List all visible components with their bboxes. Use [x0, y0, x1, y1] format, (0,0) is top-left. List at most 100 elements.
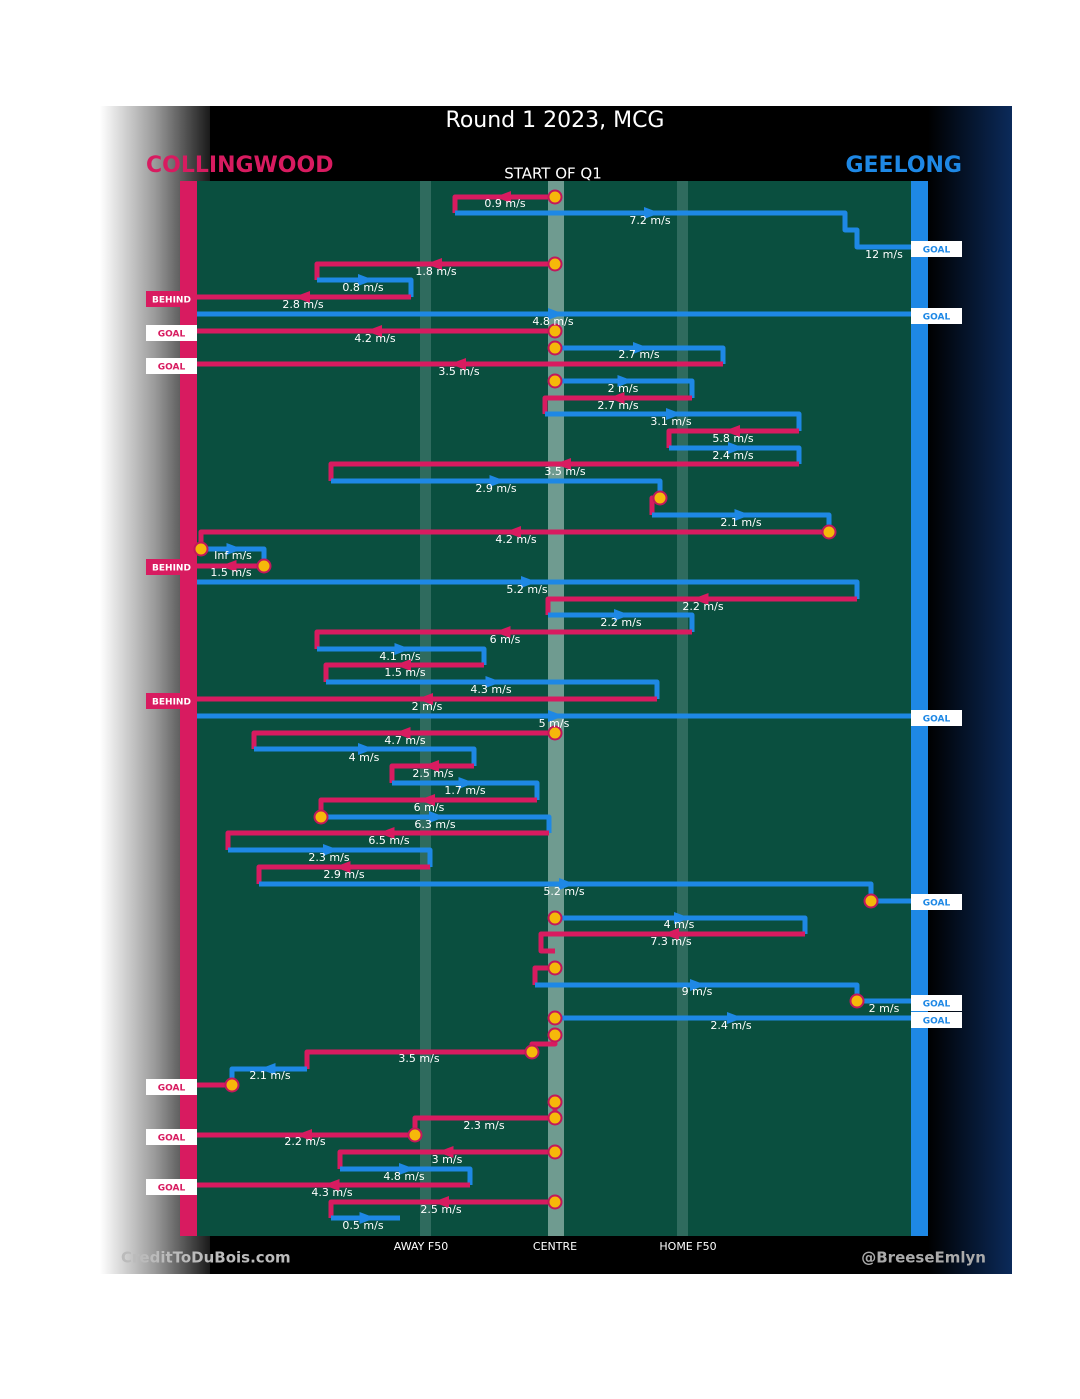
possession-path — [314, 261, 555, 280]
direction-arrow — [429, 811, 445, 823]
direction-arrow — [559, 878, 575, 890]
speed-label: 2.9 m/s — [323, 868, 364, 881]
speed-label: 4.3 m/s — [311, 1186, 352, 1199]
direction-arrow — [226, 543, 243, 555]
direction-arrow — [450, 358, 466, 370]
speed-label: 7.3 m/s — [650, 935, 691, 948]
credit: CreditToDuBois.com — [121, 1249, 291, 1267]
possession-path — [328, 461, 799, 481]
outcome-box — [146, 291, 197, 307]
outcome-box — [146, 358, 197, 374]
speed-label: 2.2 m/s — [682, 600, 723, 613]
stoppage — [863, 893, 879, 909]
possession-path — [317, 646, 487, 665]
direction-arrow — [734, 509, 751, 521]
speed-label: 4.3 m/s — [470, 683, 511, 696]
direction-arrow — [394, 727, 411, 739]
away-team: GEELONG — [845, 153, 962, 178]
direction-arrow — [617, 375, 634, 387]
field-label: AWAY F50 — [394, 1240, 448, 1253]
outcome-label: GOAL — [158, 330, 186, 340]
direction-arrow — [358, 274, 374, 286]
direction-arrow — [220, 560, 237, 572]
possession-path — [555, 345, 726, 364]
outcome-box — [146, 1179, 197, 1195]
possession-path — [317, 277, 414, 297]
possession-path — [389, 763, 474, 783]
speed-label: 7.2 m/s — [629, 214, 670, 227]
outcome-box — [911, 308, 962, 324]
speed-label: 9 m/s — [682, 985, 713, 998]
possession-path — [340, 1166, 473, 1185]
speed-label: 2.8 m/s — [282, 298, 323, 311]
outcome-label: GOAL — [923, 1017, 951, 1027]
outcome-box — [146, 1129, 197, 1145]
outcome-box — [146, 693, 197, 709]
outcome-label: GOAL — [923, 899, 951, 909]
possession-path — [412, 1102, 558, 1135]
direction-arrow — [608, 392, 625, 404]
speed-label: 6 m/s — [490, 633, 521, 646]
speed-label: 2.1 m/s — [720, 516, 761, 529]
outcome-label: GOAL — [923, 715, 951, 725]
speed-label: 2 m/s — [869, 1002, 900, 1015]
direction-arrow — [690, 979, 706, 991]
speed-label: 6.3 m/s — [414, 818, 455, 831]
stoppage — [821, 524, 837, 540]
stoppage — [547, 1094, 563, 1110]
speed-label: 4.8 m/s — [383, 1170, 424, 1183]
speed-label: 1.8 m/s — [415, 265, 456, 278]
stoppage — [193, 541, 209, 557]
speed-label: 3.5 m/s — [544, 465, 585, 478]
stoppage — [313, 809, 329, 825]
direction-arrow — [555, 458, 571, 470]
stoppage — [652, 490, 668, 506]
direction-arrow — [494, 626, 511, 638]
direction-arrow — [521, 576, 537, 588]
speed-label: 0.9 m/s — [484, 197, 525, 210]
speed-label: 0.5 m/s — [342, 1219, 383, 1232]
speed-label: 2.2 m/s — [600, 616, 641, 629]
stoppage — [547, 1144, 563, 1160]
speed-label: 3.1 m/s — [650, 415, 691, 428]
outcome-label: BEHIND — [152, 296, 191, 306]
credit: @BreeseEmlyn — [861, 1249, 986, 1267]
possession-path — [225, 830, 549, 850]
stoppage — [547, 1110, 563, 1126]
direction-arrow — [548, 710, 564, 722]
possession-path — [321, 814, 552, 833]
outcome-box — [146, 1079, 197, 1095]
direction-arrow — [334, 861, 351, 873]
stoppage — [547, 373, 563, 389]
outcome-label: GOAL — [158, 1084, 186, 1094]
outcome-box — [911, 894, 962, 910]
speed-label: 4.2 m/s — [495, 533, 536, 546]
speed-label: 4 m/s — [349, 751, 380, 764]
right-shade — [928, 106, 1012, 1274]
direction-arrow — [724, 425, 740, 437]
possession-path — [555, 378, 695, 398]
possession-path — [545, 596, 857, 615]
possession-path — [314, 629, 692, 649]
direction-arrow — [489, 475, 506, 487]
stoppage — [547, 1010, 563, 1026]
direction-arrow — [419, 794, 435, 806]
possession-path — [256, 864, 430, 884]
stoppage — [547, 725, 563, 741]
home-team: COLLINGWOOD — [146, 153, 333, 178]
outcome-label: GOAL — [923, 313, 951, 323]
possession-path — [669, 445, 802, 464]
speed-label: 1.7 m/s — [444, 784, 485, 797]
speed-label: 2.3 m/s — [463, 1119, 504, 1132]
stoppage — [547, 960, 563, 976]
outcome-box — [911, 1012, 962, 1028]
stoppage — [547, 323, 563, 339]
outcome-label: GOAL — [158, 363, 186, 373]
possession-path — [197, 579, 860, 599]
direction-arrow — [323, 844, 339, 856]
title: Round 1 2023, MCG — [446, 108, 665, 133]
direction-arrow — [728, 442, 744, 454]
outcome-box — [146, 325, 197, 341]
outcome-box — [146, 559, 197, 575]
